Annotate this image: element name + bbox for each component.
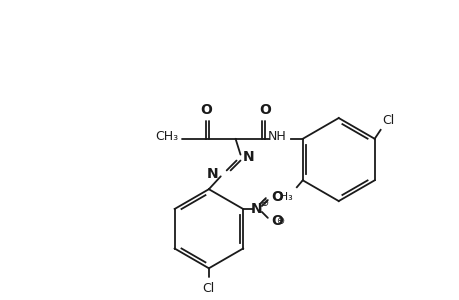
Text: CH₃: CH₃	[272, 192, 292, 202]
Text: ⊖: ⊖	[276, 216, 284, 226]
Text: ⊕: ⊕	[259, 198, 267, 208]
Text: O: O	[270, 214, 282, 228]
Text: N: N	[251, 202, 262, 216]
Text: N: N	[242, 150, 253, 164]
Text: O: O	[200, 103, 212, 117]
Text: Cl: Cl	[382, 114, 394, 127]
Text: N: N	[207, 167, 218, 182]
Text: Cl: Cl	[202, 282, 214, 295]
Text: CH₃: CH₃	[155, 130, 178, 143]
Text: NH: NH	[268, 130, 286, 143]
Text: O: O	[259, 103, 270, 117]
Text: O: O	[270, 190, 282, 204]
